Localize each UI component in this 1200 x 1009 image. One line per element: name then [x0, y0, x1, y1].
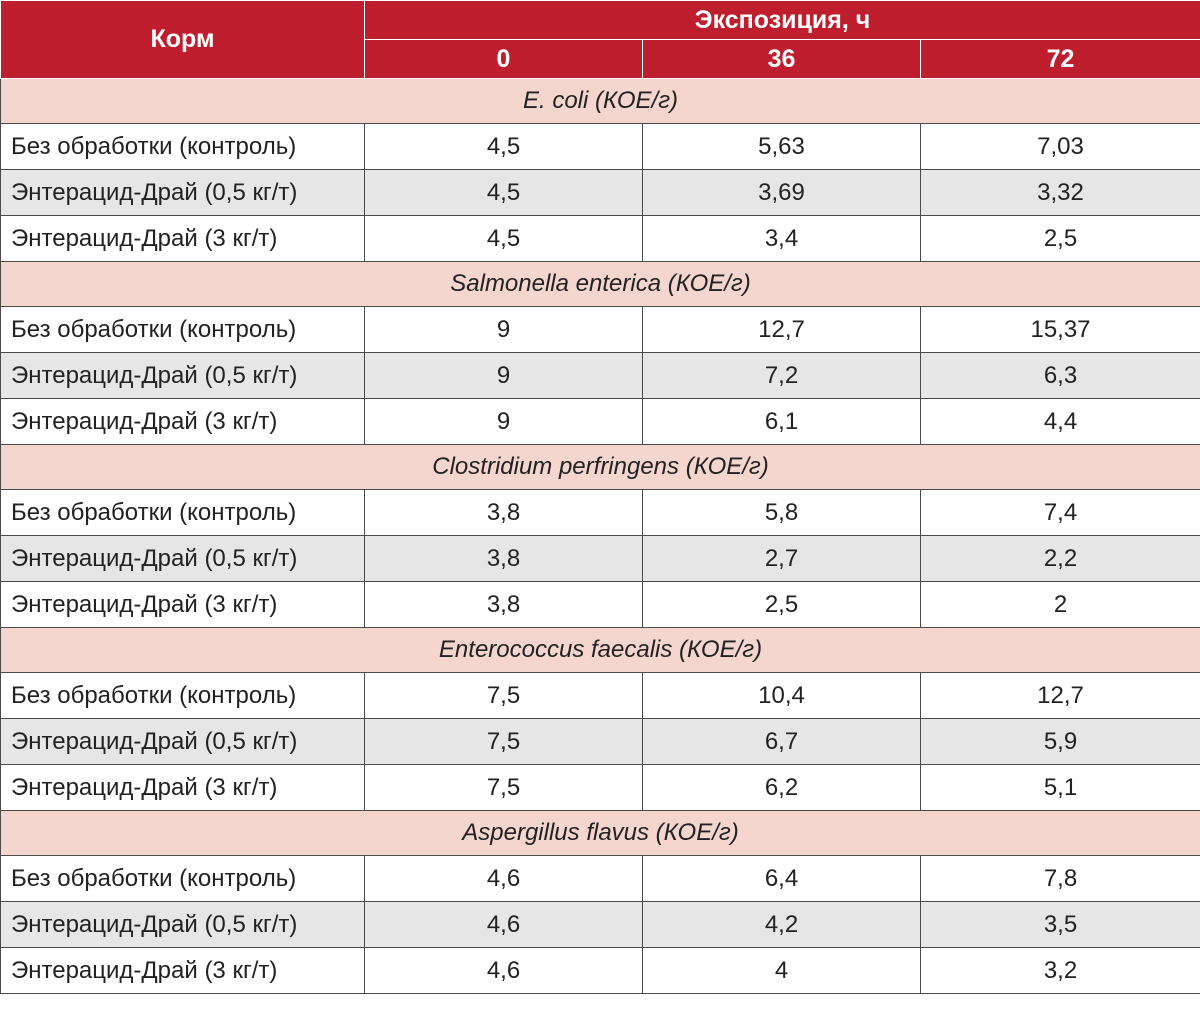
feed-name-cell: Энтерацид-Драй (3 кг/т) [0, 764, 365, 811]
value-cell: 10,4 [642, 672, 921, 719]
value-cell: 6,2 [642, 764, 921, 811]
feed-name-cell: Энтерацид-Драй (0,5 кг/т) [0, 169, 365, 216]
value-cell: 5,63 [642, 123, 921, 170]
table-row: Энтерацид-Драй (3 кг/т) 4,5 3,4 2,5 [0, 215, 1200, 262]
value-cell: 3,8 [364, 581, 643, 628]
section-row: E. coli (КОЕ/г) [0, 78, 1200, 124]
exposure-hour-header: 36 [642, 39, 921, 79]
table-row: Энтерацид-Драй (0,5 кг/т) 3,8 2,7 2,2 [0, 535, 1200, 582]
feed-name-cell: Энтерацид-Драй (0,5 кг/т) [0, 535, 365, 582]
table-row: Энтерацид-Драй (3 кг/т) 9 6,1 4,4 [0, 398, 1200, 445]
value-cell: 3,8 [364, 535, 643, 582]
table-row: Без обработки (контроль) 4,5 5,63 7,03 [0, 123, 1200, 170]
value-cell: 5,9 [919, 718, 1200, 765]
value-cell: 4,5 [364, 123, 643, 170]
exposure-hour-header: 72 [919, 39, 1200, 79]
feed-column-header: Корм [0, 0, 365, 79]
exposure-hour-header: 0 [364, 39, 643, 79]
section-title: E. coli (КОЕ/г) [0, 78, 1200, 124]
feed-name-cell: Энтерацид-Драй (0,5 кг/т) [0, 352, 365, 399]
feed-name-cell: Без обработки (контроль) [0, 672, 365, 719]
table-row: Без обработки (контроль) 4,6 6,4 7,8 [0, 855, 1200, 902]
feed-name-cell: Энтерацид-Драй (3 кг/т) [0, 581, 365, 628]
value-cell: 4,5 [364, 215, 643, 262]
value-cell: 6,1 [642, 398, 921, 445]
table-header: Корм Экспозиция, ч 0 36 72 [0, 0, 1200, 79]
feed-name-cell: Без обработки (контроль) [0, 855, 365, 902]
value-cell: 3,4 [642, 215, 921, 262]
section-row: Salmonella enterica (КОЕ/г) [0, 261, 1200, 307]
feed-name-cell: Энтерацид-Драй (3 кг/т) [0, 398, 365, 445]
table-row: Энтерацид-Драй (0,5 кг/т) 4,5 3,69 3,32 [0, 169, 1200, 216]
value-cell: 9 [364, 398, 643, 445]
value-cell: 3,8 [364, 489, 643, 536]
table-row: Энтерацид-Драй (3 кг/т) 7,5 6,2 5,1 [0, 764, 1200, 811]
exposure-column-header: Экспозиция, ч [363, 0, 1200, 40]
value-cell: 15,37 [919, 306, 1200, 353]
value-cell: 9 [364, 306, 643, 353]
value-cell: 4,2 [642, 901, 921, 948]
value-cell: 3,32 [919, 169, 1200, 216]
table-row: Энтерацид-Драй (0,5 кг/т) 4,6 4,2 3,5 [0, 901, 1200, 948]
value-cell: 7,03 [919, 123, 1200, 170]
table-row: Энтерацид-Драй (0,5 кг/т) 9 7,2 6,3 [0, 352, 1200, 399]
section-row: Enterococcus faecalis (КОЕ/г) [0, 627, 1200, 673]
value-cell: 4,6 [364, 901, 643, 948]
section-title: Salmonella enterica (КОЕ/г) [0, 261, 1200, 307]
feed-name-cell: Без обработки (контроль) [0, 489, 365, 536]
table-row: Энтерацид-Драй (3 кг/т) 3,8 2,5 2 [0, 581, 1200, 628]
value-cell: 6,3 [919, 352, 1200, 399]
value-cell: 2,2 [919, 535, 1200, 582]
table-row: Без обработки (контроль) 3,8 5,8 7,4 [0, 489, 1200, 536]
section-title: Enterococcus faecalis (КОЕ/г) [0, 627, 1200, 673]
value-cell: 7,4 [919, 489, 1200, 536]
value-cell: 5,8 [642, 489, 921, 536]
table-row: Энтерацид-Драй (0,5 кг/т) 7,5 6,7 5,9 [0, 718, 1200, 765]
value-cell: 3,69 [642, 169, 921, 216]
value-cell: 2,5 [642, 581, 921, 628]
section-row: Aspergillus flavus (КОЕ/г) [0, 810, 1200, 856]
value-cell: 5,1 [919, 764, 1200, 811]
value-cell: 4,4 [919, 398, 1200, 445]
value-cell: 4 [642, 947, 921, 994]
feed-name-cell: Энтерацид-Драй (3 кг/т) [0, 947, 365, 994]
value-cell: 4,6 [364, 855, 643, 902]
value-cell: 3,2 [919, 947, 1200, 994]
value-cell: 12,7 [919, 672, 1200, 719]
table-row: Без обработки (контроль) 9 12,7 15,37 [0, 306, 1200, 353]
value-cell: 7,5 [364, 764, 643, 811]
table-body: E. coli (КОЕ/г) Без обработки (контроль) 4… [0, 78, 1200, 994]
feed-name-cell: Энтерацид-Драй (0,5 кг/т) [0, 718, 365, 765]
feed-name-cell: Энтерацид-Драй (0,5 кг/т) [0, 901, 365, 948]
value-cell: 6,4 [642, 855, 921, 902]
value-cell: 12,7 [642, 306, 921, 353]
value-cell: 2,7 [642, 535, 921, 582]
value-cell: 9 [364, 352, 643, 399]
value-cell: 7,8 [919, 855, 1200, 902]
section-row: Clostridium perfringens (КОЕ/г) [0, 444, 1200, 490]
section-title: Clostridium perfringens (КОЕ/г) [0, 444, 1200, 490]
feed-name-cell: Без обработки (контроль) [0, 306, 365, 353]
value-cell: 7,5 [364, 718, 643, 765]
feed-name-cell: Без обработки (контроль) [0, 123, 365, 170]
value-cell: 7,2 [642, 352, 921, 399]
value-cell: 4,5 [364, 169, 643, 216]
value-cell: 6,7 [642, 718, 921, 765]
table-row: Энтерацид-Драй (3 кг/т) 4,6 4 3,2 [0, 947, 1200, 994]
table-row: Без обработки (контроль) 7,5 10,4 12,7 [0, 672, 1200, 719]
value-cell: 3,5 [919, 901, 1200, 948]
value-cell: 7,5 [364, 672, 643, 719]
feed-name-cell: Энтерацид-Драй (3 кг/т) [0, 215, 365, 262]
section-title: Aspergillus flavus (КОЕ/г) [0, 810, 1200, 856]
value-cell: 4,6 [364, 947, 643, 994]
value-cell: 2,5 [919, 215, 1200, 262]
value-cell: 2 [919, 581, 1200, 628]
